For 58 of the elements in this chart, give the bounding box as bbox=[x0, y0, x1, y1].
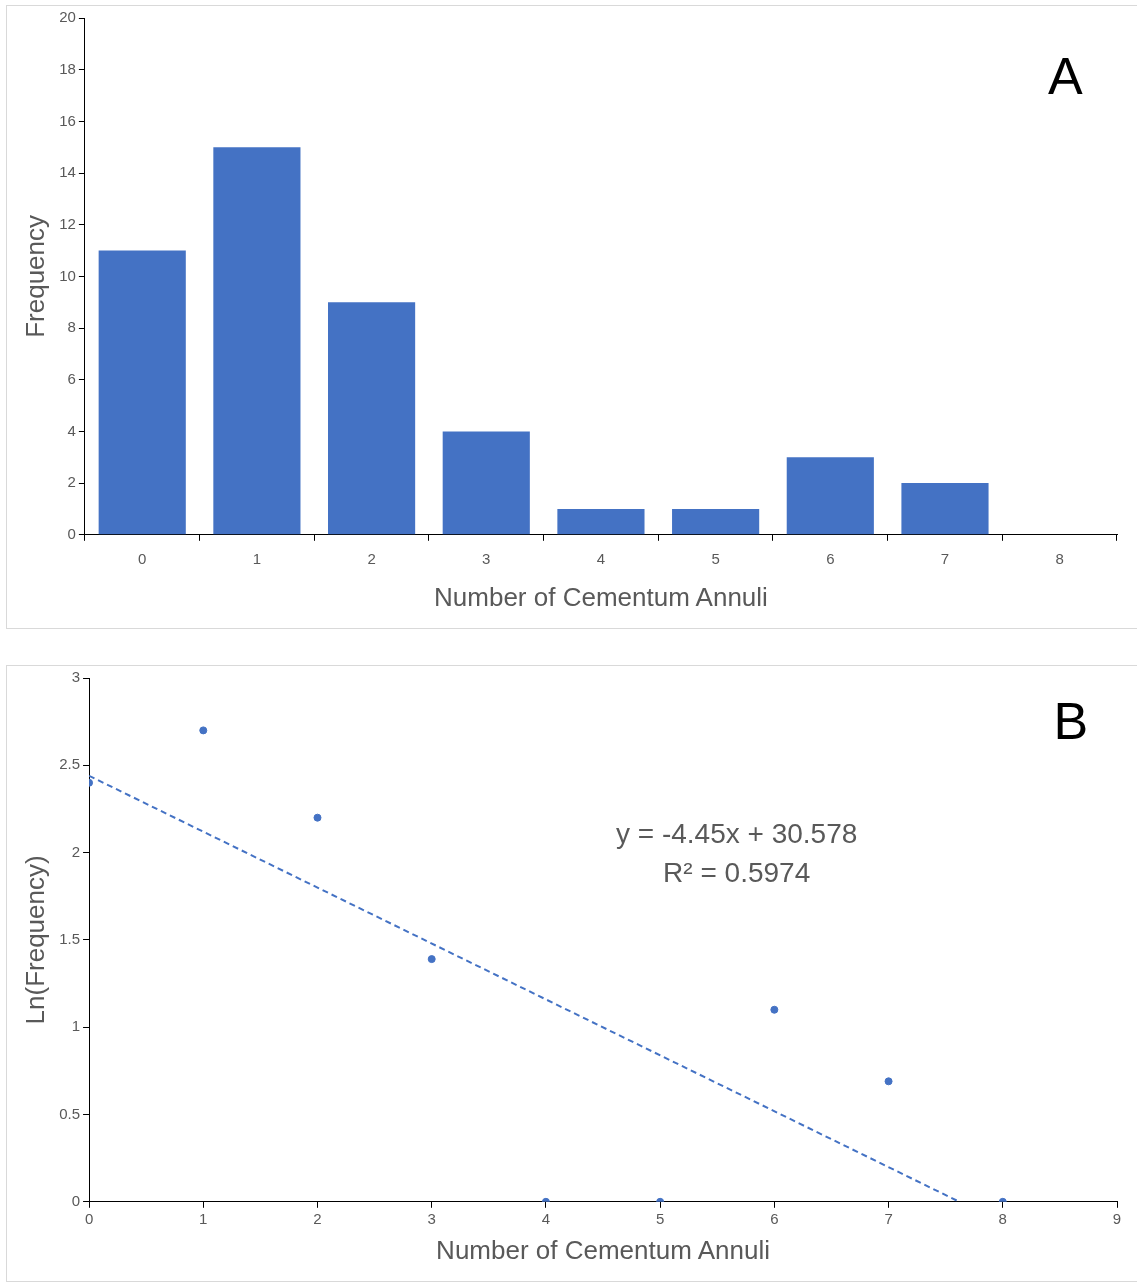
y-tick-label: 4 bbox=[67, 421, 76, 439]
y-tick-label: 6 bbox=[67, 369, 76, 387]
x-tick-label: 2 bbox=[367, 549, 376, 567]
y-tick-label: 0 bbox=[67, 524, 76, 542]
y-tick-label: 20 bbox=[59, 8, 76, 26]
y-tick-label: 10 bbox=[59, 266, 76, 284]
bar bbox=[442, 431, 530, 535]
bar bbox=[557, 508, 645, 535]
y-tick-label: 2 bbox=[67, 473, 76, 491]
bar bbox=[786, 457, 874, 535]
point bbox=[884, 1077, 893, 1086]
x-tick-label: 7 bbox=[940, 549, 950, 567]
x-axis-title: Number of Cementum Annuli bbox=[434, 581, 768, 612]
x-tick-label: 4 bbox=[596, 549, 606, 567]
point bbox=[427, 955, 436, 964]
x-tick-label: 3 bbox=[427, 1209, 436, 1227]
y-tick-label: 1.5 bbox=[59, 930, 81, 948]
annotation: y = -4.45x + 30.578 bbox=[616, 817, 858, 849]
y-tick-label: 2 bbox=[71, 842, 81, 860]
annotation: B bbox=[1053, 692, 1089, 751]
bar bbox=[328, 302, 416, 535]
y-tick-label: 16 bbox=[59, 111, 76, 129]
y-axis-title: Ln(Frequency) bbox=[19, 855, 50, 1025]
x-tick-label: 1 bbox=[199, 1209, 208, 1227]
y-tick-label: 1 bbox=[71, 1017, 81, 1035]
x-tick-label: 8 bbox=[998, 1209, 1007, 1227]
y-tick-label: 2.5 bbox=[59, 755, 81, 773]
x-tick-label: 5 bbox=[655, 1209, 665, 1227]
point bbox=[770, 1005, 779, 1014]
point bbox=[313, 813, 322, 822]
bar bbox=[672, 508, 760, 535]
y-tick-label: 14 bbox=[59, 163, 76, 181]
x-tick-label: 0 bbox=[138, 549, 147, 567]
y-tick-label: 3 bbox=[71, 668, 81, 686]
bar bbox=[98, 250, 186, 535]
x-tick-label: 7 bbox=[884, 1209, 893, 1227]
y-tick-label: 0.5 bbox=[59, 1104, 81, 1122]
y-axis-title: Frequency bbox=[19, 214, 50, 338]
y-tick-label: 8 bbox=[67, 318, 76, 336]
x-tick-label: 6 bbox=[826, 549, 835, 567]
x-tick-label: 9 bbox=[1112, 1209, 1122, 1227]
point bbox=[199, 726, 208, 735]
x-tick-label: 1 bbox=[252, 549, 262, 567]
y-tick-label: 0 bbox=[71, 1191, 81, 1209]
annotation: A bbox=[1048, 47, 1084, 106]
x-tick-label: 0 bbox=[84, 1209, 94, 1227]
x-tick-label: 4 bbox=[541, 1209, 551, 1227]
y-tick-label: 18 bbox=[59, 59, 76, 77]
annotation: R² = 0.5974 bbox=[663, 857, 811, 889]
x-tick-label: 2 bbox=[313, 1209, 322, 1227]
y-tick-label: 12 bbox=[59, 214, 76, 232]
x-tick-label: 8 bbox=[1055, 549, 1064, 567]
x-tick-label: 6 bbox=[770, 1209, 779, 1227]
bar bbox=[901, 483, 989, 535]
bar bbox=[213, 147, 301, 535]
x-tick-label: 5 bbox=[711, 549, 720, 567]
x-axis-title: Number of Cementum Annuli bbox=[436, 1234, 770, 1265]
x-tick-label: 3 bbox=[482, 549, 491, 567]
